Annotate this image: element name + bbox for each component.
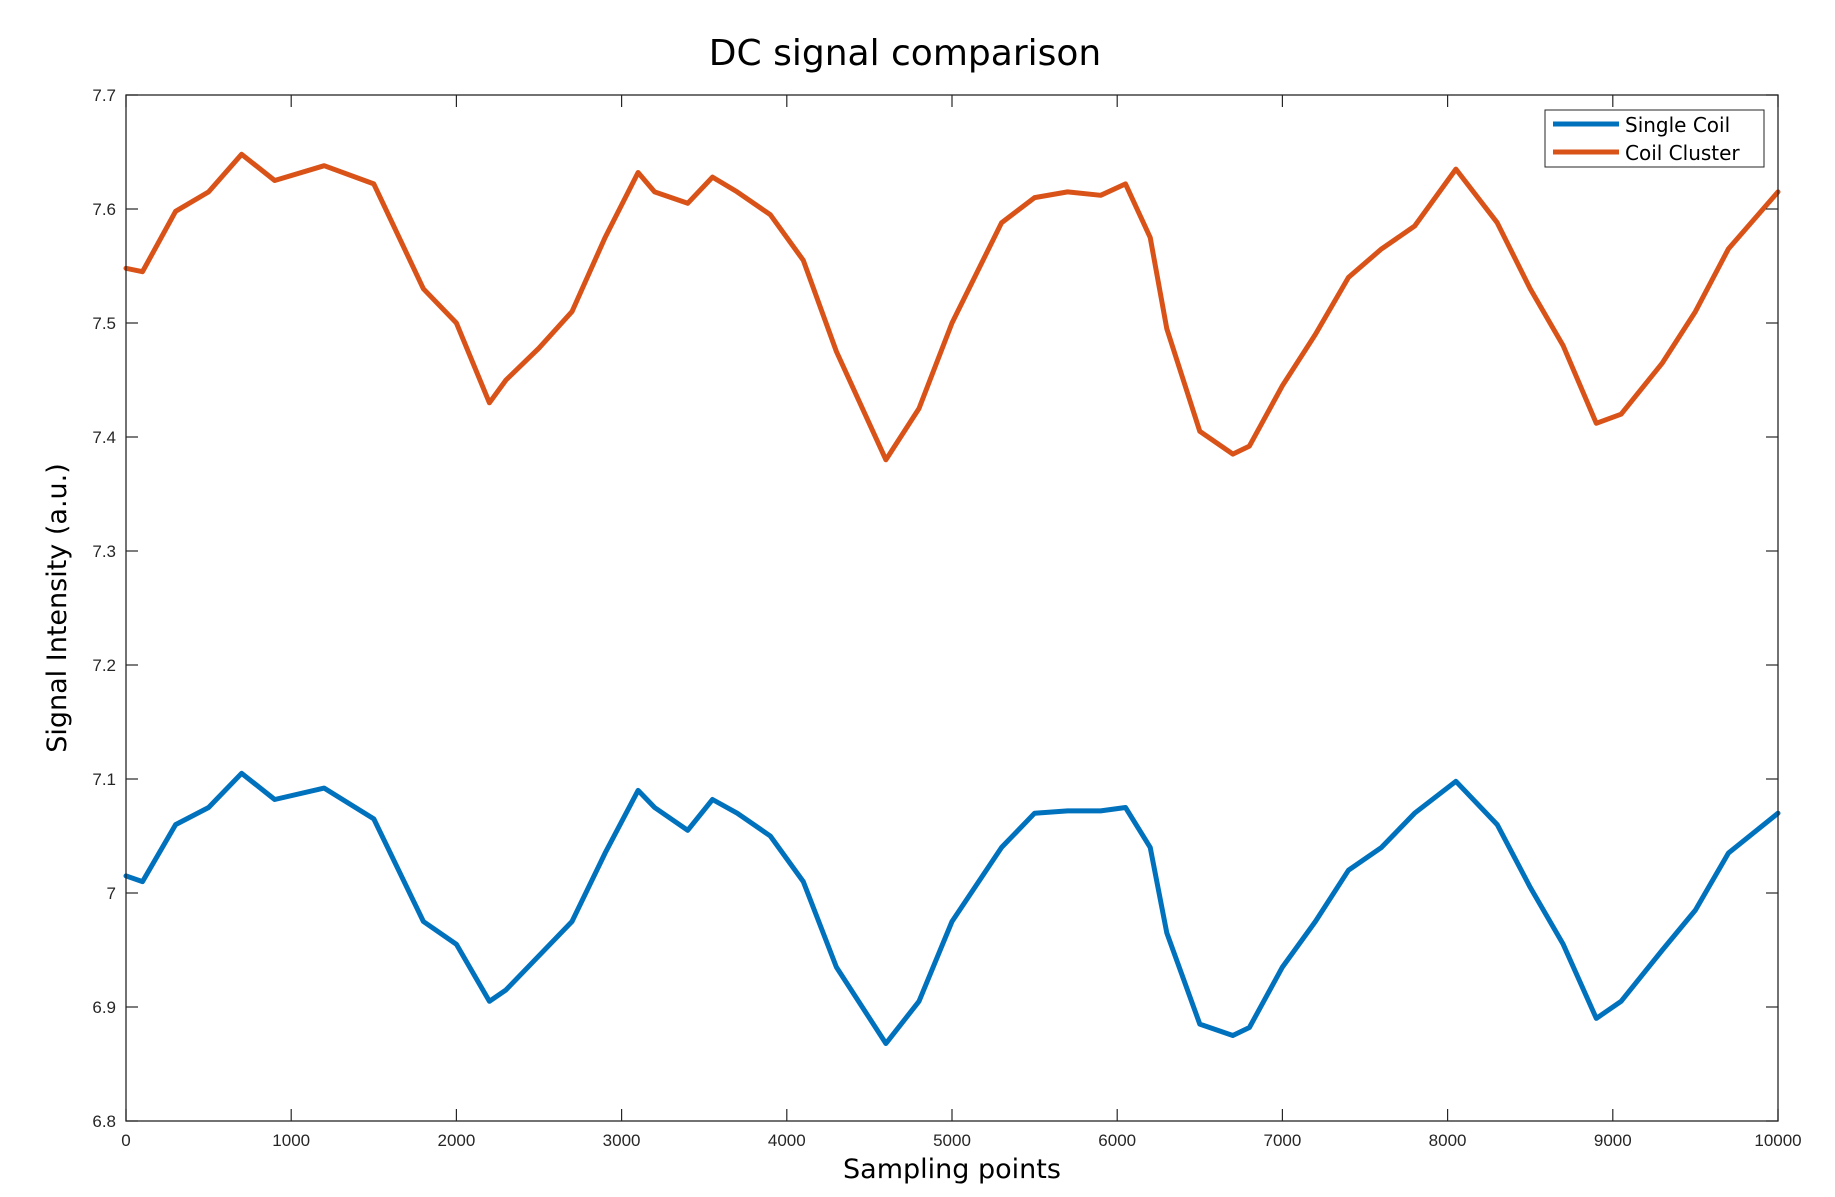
x-tick-label: 3000 bbox=[603, 1131, 641, 1150]
y-tick-label: 7.6 bbox=[92, 200, 116, 219]
series-layer bbox=[123, 151, 1781, 1046]
x-tick-label: 7000 bbox=[1263, 1131, 1301, 1150]
x-tick-label: 1000 bbox=[272, 1131, 310, 1150]
y-tick-label: 7.4 bbox=[92, 428, 116, 447]
x-axis-ticks: 0 1000 2000 3000 4000 5000 6000 7000 8000 9000 100… bbox=[121, 95, 1802, 1150]
x-tick-label: 10000 bbox=[1754, 1131, 1801, 1150]
plot-area bbox=[126, 95, 1778, 1121]
y-tick-label: 7.1 bbox=[92, 770, 116, 789]
y-tick-label: 7 bbox=[107, 884, 116, 903]
x-tick-label: 8000 bbox=[1429, 1131, 1467, 1150]
y-tick-label: 6.8 bbox=[92, 1112, 116, 1131]
y-tick-label: 7.2 bbox=[92, 656, 116, 675]
series-line-single-coil bbox=[123, 770, 1781, 1046]
x-tick-label: 9000 bbox=[1594, 1131, 1632, 1150]
y-axis-ticks: 6.8 6.9 7 7.1 7.2 7.3 7.4 7.5 7.6 7.7 bbox=[92, 86, 1778, 1131]
series-line-coil-cluster bbox=[123, 151, 1781, 463]
y-tick-label: 7.7 bbox=[92, 86, 116, 105]
chart-title: DC signal comparison bbox=[709, 33, 1101, 74]
legend: Single Coil Coil Cluster bbox=[1544, 109, 1765, 168]
legend-box bbox=[1544, 109, 1765, 168]
x-axis-label: Sampling points bbox=[843, 1154, 1061, 1185]
legend-label-coil-cluster: Coil Cluster bbox=[1625, 141, 1740, 165]
y-tick-label: 7.5 bbox=[92, 314, 116, 333]
y-tick-label: 7.3 bbox=[92, 542, 116, 561]
y-tick-label: 6.9 bbox=[92, 998, 116, 1017]
x-tick-label: 5000 bbox=[933, 1131, 971, 1150]
legend-label-single-coil: Single Coil bbox=[1625, 113, 1730, 137]
x-tick-label: 4000 bbox=[768, 1131, 806, 1150]
x-tick-label: 0 bbox=[121, 1131, 130, 1150]
x-tick-label: 6000 bbox=[1098, 1131, 1136, 1150]
y-axis-label: Signal Intensity (a.u.) bbox=[42, 463, 73, 753]
x-tick-label: 2000 bbox=[437, 1131, 475, 1150]
